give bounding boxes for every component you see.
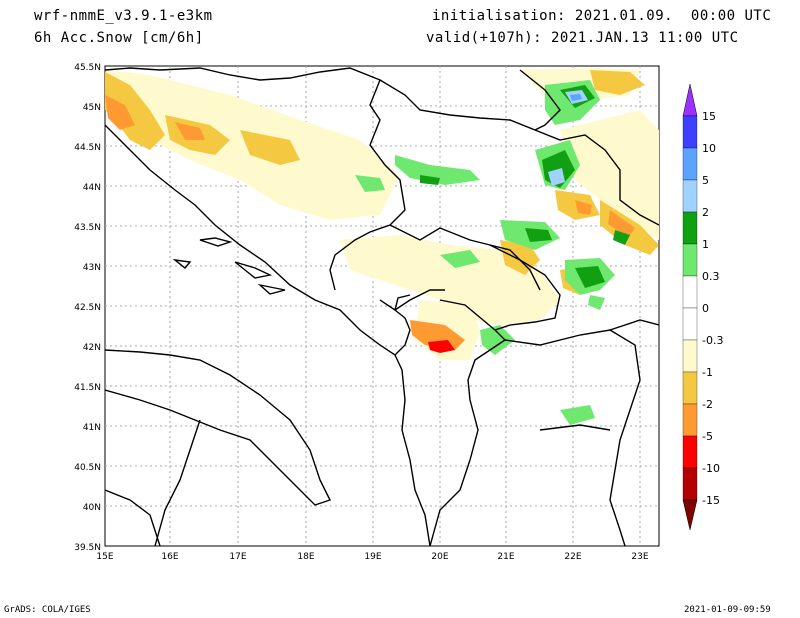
legend-swatch <box>682 115 698 149</box>
lat-label: 39.5N <box>74 543 101 553</box>
lat-label: 41N <box>83 423 101 433</box>
lat-label: 42.5N <box>74 303 101 313</box>
legend-swatch <box>682 403 698 437</box>
model-title: wrf-nmmE_v3.9.1-e3km <box>34 8 213 24</box>
lon-label: 22E <box>564 552 581 562</box>
lat-label: 43N <box>83 263 101 273</box>
legend-label: 0 <box>702 302 709 315</box>
legend-swatch <box>682 371 698 405</box>
lat-label: 44N <box>83 183 101 193</box>
legend-swatch <box>682 147 698 181</box>
lon-label: 16E <box>161 552 178 562</box>
snow-field <box>105 68 659 425</box>
timestamp-text: 2021-01-09-09:59 <box>684 605 771 615</box>
lon-label: 19E <box>364 552 381 562</box>
legend-label: -5 <box>702 430 713 443</box>
legend-swatch <box>682 243 698 277</box>
credit-text: GrADS: COLA/IGES <box>4 605 91 615</box>
lat-label: 43.5N <box>74 223 101 233</box>
legend-label: 15 <box>702 110 716 123</box>
legend-label: 10 <box>702 142 716 155</box>
legend-label: 2 <box>702 206 709 219</box>
lon-labels: 15E 16E 17E 18E 19E 20E 21E 22E 23E <box>96 552 648 562</box>
valid-time: valid(+107h): 2021.JAN.13 11:00 UTC <box>426 30 739 46</box>
lat-labels: 45.5N 45N 44.5N 44N 43.5N 43N 42.5N 42N … <box>74 63 101 553</box>
lat-label: 40N <box>83 503 101 513</box>
legend-label: -2 <box>702 398 713 411</box>
legend-label: 1 <box>702 238 709 251</box>
legend-label: -10 <box>702 462 720 475</box>
legend-top-arrow <box>682 83 698 117</box>
legend-swatch <box>682 211 698 245</box>
legend-swatch <box>682 179 698 213</box>
lon-label: 15E <box>96 552 113 562</box>
legend-swatch <box>682 275 698 309</box>
legend-bottom-arrow <box>682 499 698 531</box>
legend-label: 5 <box>702 174 709 187</box>
lat-label: 41.5N <box>74 383 101 393</box>
legend-swatch <box>682 339 698 373</box>
lat-label: 45N <box>83 103 101 113</box>
lon-label: 20E <box>431 552 448 562</box>
legend-swatch <box>682 435 698 469</box>
lon-label: 21E <box>497 552 514 562</box>
lat-label: 42N <box>83 343 101 353</box>
legend-label: 0.3 <box>702 270 720 283</box>
coastlines-borders <box>105 67 659 546</box>
color-legend: 15 10 5 2 1 0.3 0 -0.3 -1 -2 -5 -10 -15 <box>682 83 723 531</box>
legend-label: -0.3 <box>702 334 723 347</box>
lon-label: 18E <box>297 552 314 562</box>
lat-label: 40.5N <box>74 463 101 473</box>
init-time: initialisation: 2021.01.09. 00:00 UTC <box>432 8 772 24</box>
legend-swatch <box>682 467 698 501</box>
legend-label: -1 <box>702 366 713 379</box>
lon-label: 17E <box>229 552 246 562</box>
lat-label: 44.5N <box>74 143 101 153</box>
field-title: 6h Acc.Snow [cm/6h] <box>34 30 204 46</box>
legend-label: -15 <box>702 494 720 507</box>
legend-swatch <box>682 307 698 341</box>
lat-label: 45.5N <box>74 63 101 73</box>
lon-label: 23E <box>631 552 648 562</box>
